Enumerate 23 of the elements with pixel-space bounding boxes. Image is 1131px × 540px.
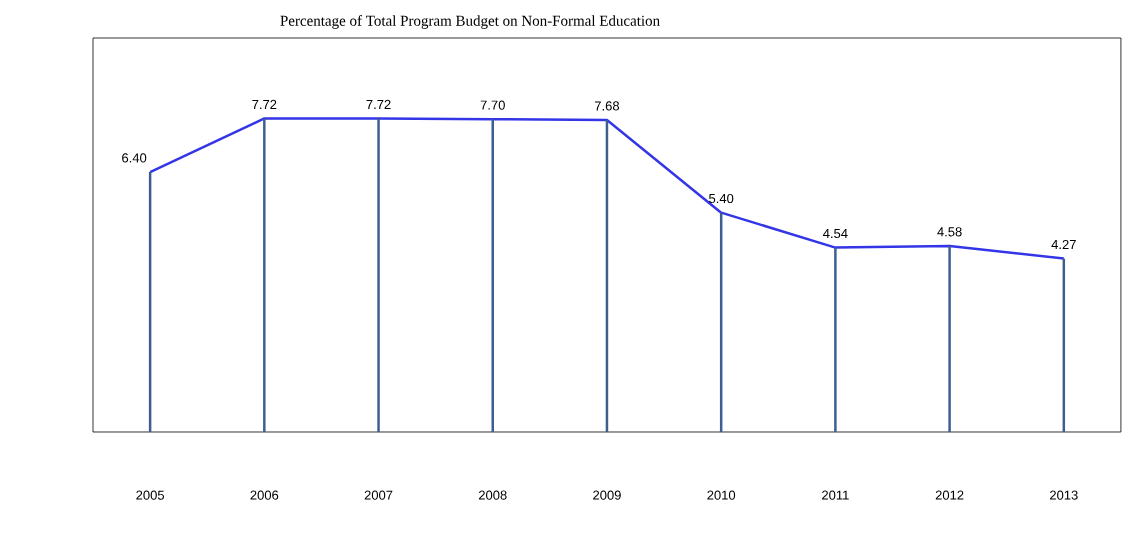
- data-label: 6.40: [122, 153, 147, 163]
- x-tick-label: 2011: [822, 490, 849, 500]
- bar: [834, 247, 837, 432]
- x-tick-label: 2005: [136, 490, 165, 500]
- data-label: 7.68: [594, 101, 620, 111]
- x-tick-label: 2006: [250, 490, 279, 500]
- bar: [377, 118, 380, 432]
- x-tick-label: 2013: [1050, 490, 1078, 500]
- x-tick-label: 2012: [935, 490, 964, 500]
- data-label: 5.40: [709, 193, 734, 204]
- x-tick-label: 2009: [593, 490, 621, 500]
- chart-title: Percentage of Total Program Budget on Non-Formal Education: [280, 15, 660, 29]
- x-tick-label: 2008: [478, 490, 507, 500]
- data-label: 4.58: [937, 227, 962, 237]
- x-tick-label: 2010: [707, 490, 736, 500]
- x-tick-label: 2007: [364, 490, 393, 500]
- bar: [263, 118, 266, 432]
- bar: [948, 245, 951, 432]
- data-label: 4.27: [1051, 239, 1076, 250]
- data-label: 4.54: [823, 228, 848, 239]
- data-label: 7.72: [252, 99, 277, 109]
- data-label: 7.72: [366, 99, 391, 109]
- data-label: 7.70: [480, 100, 505, 110]
